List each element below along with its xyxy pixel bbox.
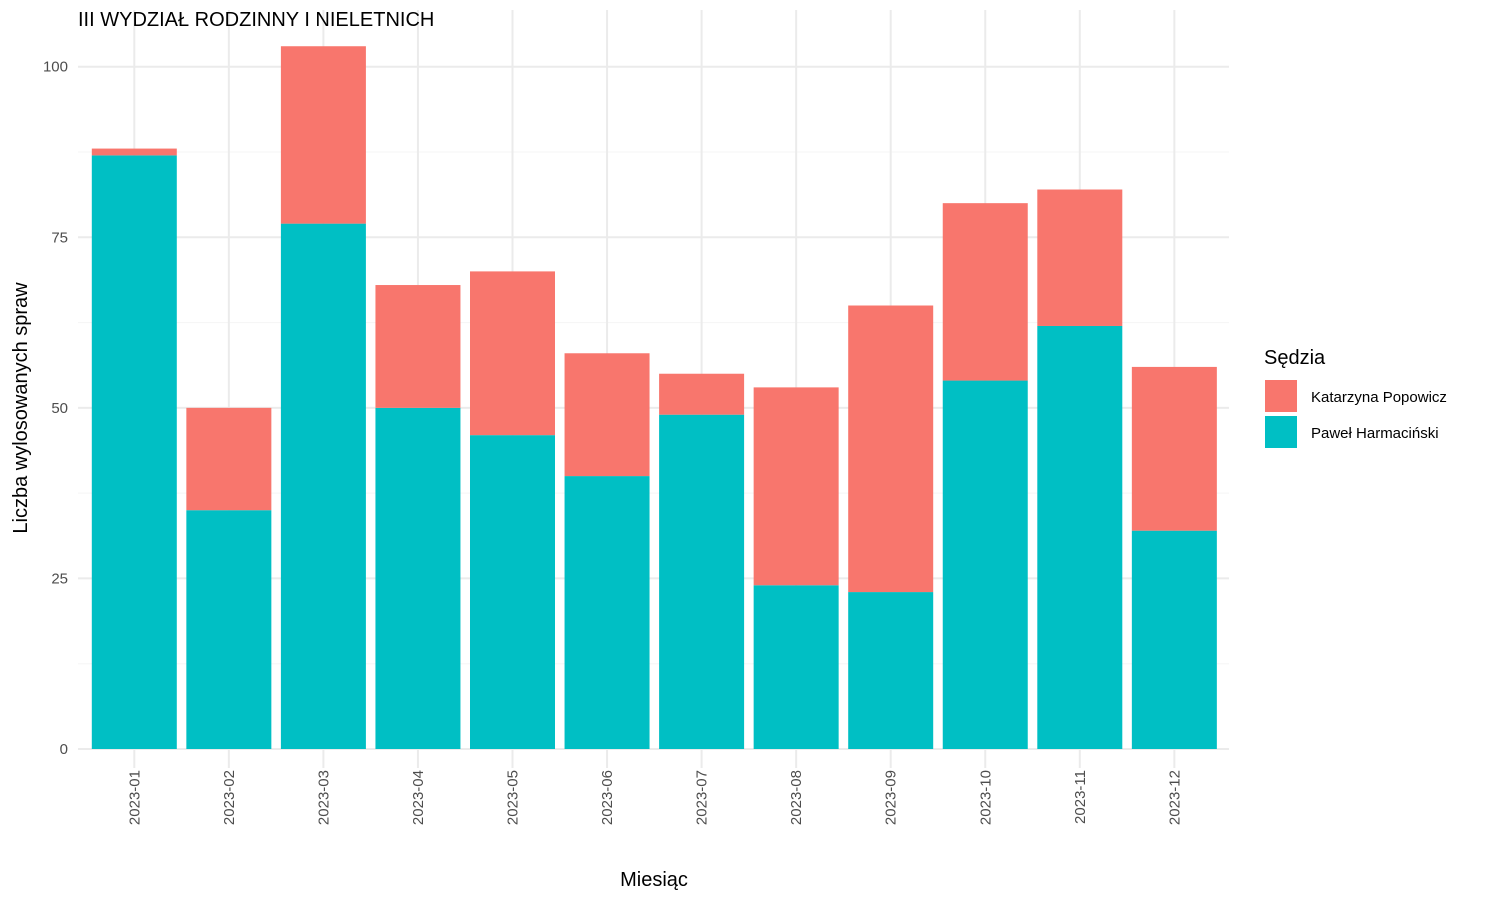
bar-segment <box>1131 530 1217 749</box>
x-tick-label: 2023-03 <box>315 770 332 825</box>
bar-segment <box>564 353 650 477</box>
bar-segment <box>753 387 839 586</box>
bar-segment <box>375 407 461 749</box>
y-tick-label: 0 <box>60 741 68 758</box>
legend-key <box>1265 416 1297 448</box>
bar-segment <box>470 435 555 749</box>
bar-segment <box>564 476 650 749</box>
x-tick-label: 2023-05 <box>505 770 522 825</box>
y-tick-label: 50 <box>51 400 68 417</box>
x-tick-label: 2023-11 <box>1072 770 1089 824</box>
bar-segment <box>186 407 272 511</box>
y-axis-title: Liczba wylosowanych spraw <box>10 282 32 534</box>
legend-items: Katarzyna Popowicz Paweł Harmaciński <box>1265 380 1447 448</box>
chart-title: III WYDZIAŁ RODZINNY I NIELETNICH <box>78 9 434 31</box>
bar-segment <box>1131 366 1217 531</box>
bar-segment <box>91 148 177 156</box>
x-tick-label: 2023-09 <box>883 770 900 825</box>
x-tick-label: 2023-07 <box>694 770 711 825</box>
bar-segment <box>659 414 745 749</box>
y-axis-ticks: 0 25 50 75 100 <box>43 59 68 758</box>
bar-segment <box>1037 325 1123 749</box>
legend-key <box>1265 380 1297 412</box>
x-tick-label: 2023-01 <box>126 770 143 825</box>
bar-segment <box>942 203 1028 381</box>
legend-title: Sędzia <box>1264 347 1326 369</box>
legend-label: Katarzyna Popowicz <box>1311 389 1447 406</box>
y-tick-label: 25 <box>51 570 68 587</box>
bar-segment <box>659 373 745 415</box>
legend: Sędzia Katarzyna Popowicz Paweł Harmacińs… <box>1264 347 1447 448</box>
x-axis-ticks: 2023-01 2023-02 2023-03 2023-04 2023-05 2023-… <box>126 770 1183 825</box>
x-tick-label: 2023-10 <box>977 770 994 825</box>
bar-segment <box>1037 189 1123 326</box>
x-axis-title: Miesiąc <box>620 869 688 891</box>
x-tick-label: 2023-06 <box>599 770 616 825</box>
x-tick-label: 2023-02 <box>221 770 238 825</box>
bar-segment <box>848 305 934 593</box>
bar-segment <box>470 271 555 436</box>
bar-segment <box>280 223 366 749</box>
legend-label: Paweł Harmaciński <box>1311 425 1439 442</box>
x-tick-label: 2023-04 <box>410 770 427 825</box>
x-tick-label: 2023-12 <box>1166 770 1183 825</box>
bar-segment <box>280 46 366 224</box>
bar-segment <box>848 592 934 749</box>
bar-segment <box>753 585 839 749</box>
x-tick-label: 2023-08 <box>788 770 805 825</box>
bar-segment <box>91 155 177 750</box>
y-tick-label: 100 <box>43 59 68 76</box>
y-tick-label: 75 <box>51 229 68 246</box>
bar-segment <box>942 380 1028 749</box>
bars <box>91 46 1217 750</box>
bar-segment <box>375 285 461 408</box>
bar-segment <box>186 510 272 749</box>
